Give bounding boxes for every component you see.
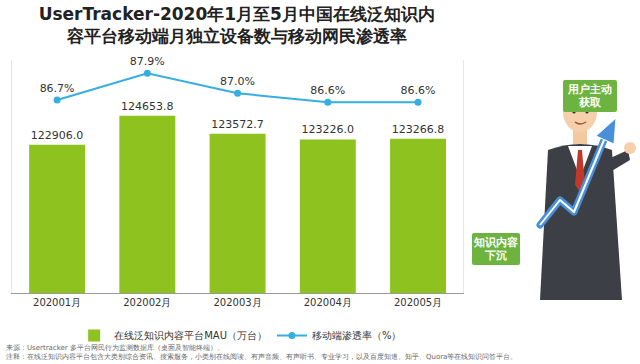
svg-text:202002月: 202002月 [123, 297, 171, 308]
svg-text:202005月: 202005月 [394, 297, 442, 308]
svg-text:202001月: 202001月 [33, 297, 81, 308]
svg-text:123572.7: 123572.7 [211, 118, 264, 131]
svg-text:86.7%: 86.7% [40, 82, 75, 95]
html-text:来源：Usertracker 多平台网民行为监测数据库（桌面: 来源：Usertracker 多平台网民行为监测数据库（桌面及智能终端）。 [6, 344, 224, 352]
svg-text:获取: 获取 [578, 96, 602, 109]
svg-text:87.0%: 87.0% [220, 75, 255, 88]
svg-text:86.6%: 86.6% [401, 84, 436, 97]
svg-text:用户主动: 用户主动 [567, 83, 612, 96]
svg-text:在线泛知识内容平台MAU（万台）: 在线泛知识内容平台MAU（万台） [114, 330, 267, 341]
svg-text:87.9%: 87.9% [130, 55, 165, 68]
svg-text:移动端渗透率（%）: 移动端渗透率（%） [312, 330, 402, 341]
svg-text:UserTracker-2020年1月至5月中国在线泛知识内: UserTracker-2020年1月至5月中国在线泛知识内容平台移动端月独立设… [39, 4, 435, 46]
svg-text:下沉: 下沉 [484, 249, 507, 262]
html-text:注释：在线泛知识内容平台包含大类别综合资讯、搜索服务，小类别: 注释：在线泛知识内容平台包含大类别综合资讯、搜索服务，小类别在线阅读、有声音频、… [6, 353, 518, 361]
svg-text:124653.8: 124653.8 [121, 100, 174, 113]
svg-text:123266.8: 123266.8 [392, 123, 445, 136]
svg-text:202004月: 202004月 [304, 297, 352, 308]
svg-text:123226.0: 123226.0 [302, 123, 355, 136]
svg-text:知识内容: 知识内容 [473, 236, 518, 249]
svg-text:122906.0: 122906.0 [31, 129, 84, 142]
svg-text:202003月: 202003月 [213, 297, 261, 308]
svg-text:86.6%: 86.6% [310, 84, 345, 97]
